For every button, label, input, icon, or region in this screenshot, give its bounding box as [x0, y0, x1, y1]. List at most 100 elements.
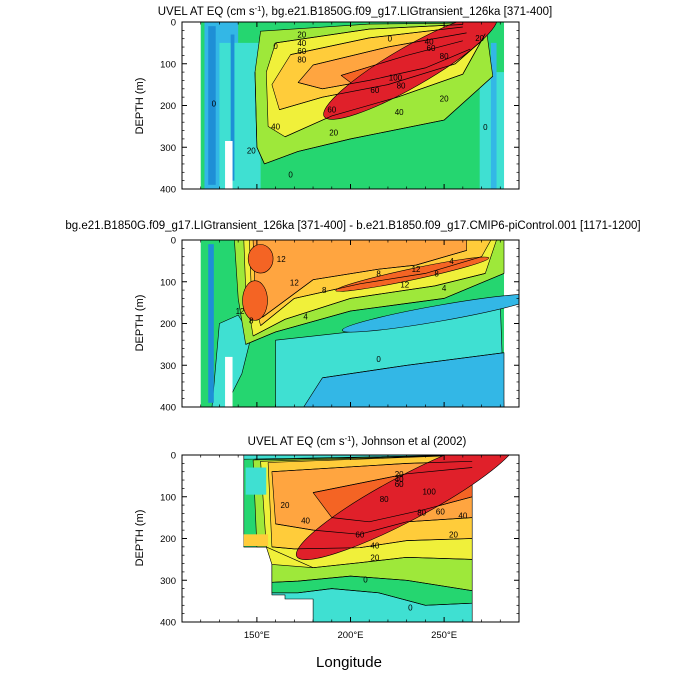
panel-3-x-tick-label: 150°E — [244, 630, 270, 641]
panel-1-y-tick-label: 300 — [160, 143, 176, 154]
panel-3-contour-label: 100 — [422, 488, 436, 497]
panel-2: bg.e21.B1850G.f09_g17.LIGtransient_126ka… — [65, 220, 640, 414]
panel-1-contour-label: 40 — [271, 122, 280, 131]
panel-2-contour-line-15 — [260, 256, 482, 326]
panel-2-contour-line-14 — [252, 273, 486, 337]
panel-1-contour-line-18 — [284, 33, 486, 138]
x-axis-label: Longitude — [316, 654, 382, 671]
panel-1-y-tick-label: 0 — [171, 18, 176, 29]
panel-3-y-label: DEPTH (m) — [134, 510, 146, 567]
panel-2-contour-band-13 — [242, 280, 268, 321]
panel-3-contour-label: 60 — [436, 507, 445, 516]
panel-1-contour-label: 80 — [397, 81, 406, 90]
panel-2-contour-label: 8 — [249, 317, 254, 326]
panel-2-contour-label: 12 — [290, 279, 299, 288]
panel-2-contour-label: 8 — [376, 269, 381, 278]
panel-3-contour-line-11 — [271, 460, 473, 473]
panel-3-contour-label: 80 — [417, 509, 426, 518]
panel-1-contour-line-19 — [279, 40, 482, 111]
panel-1-contour-label: 40 — [425, 38, 434, 47]
panel-3-x-tick-label: 200°E — [338, 630, 364, 641]
panel-2-contour-band-3 — [341, 293, 519, 333]
panel-1-contour-label: 40 — [297, 39, 306, 48]
panel-2-contour-label: 8 — [322, 286, 327, 295]
panel-1-contour-label: 20 — [297, 31, 306, 40]
panel-1-contour-band-13 — [323, 22, 498, 120]
panel-2-contour-label: 8 — [434, 269, 439, 278]
panel-1-contour-band-4 — [230, 34, 235, 181]
panel-3-contour-label: 40 — [370, 542, 379, 551]
panel-3-y-tick-label: 100 — [160, 492, 176, 503]
panel-1-contour-band-7 — [490, 42, 497, 189]
panel-1-contour-label: 60 — [370, 86, 379, 95]
panel-1-contour-line-15 — [290, 26, 463, 55]
panel-3-contour-label: 20 — [370, 553, 379, 562]
panel-3-contour-line-16 — [271, 575, 473, 592]
panel-1-contour-label: 60 — [327, 106, 336, 115]
panel-1-contour-label: 20 — [475, 34, 484, 43]
panel-1-contour-label: 20 — [440, 94, 449, 103]
panel-1-contour-band-5 — [225, 140, 233, 189]
panel-2-contour-label: 12 — [277, 255, 286, 264]
panel-1-contour-label: 20 — [247, 147, 256, 156]
panel-1-contour-label: 20 — [329, 129, 338, 138]
panel-3-contour-label: 60 — [355, 530, 364, 539]
panel-2-contour-label: 0 — [376, 355, 381, 364]
panel-1-contour-label: 0 — [388, 35, 393, 44]
panel-2-axes: 0 100 200 300 400 — [160, 236, 520, 414]
panel-2-y-tick-label: 300 — [160, 361, 176, 372]
panel-1-contour-label: 100 — [389, 74, 403, 83]
panel-3: UVEL AT EQ (cm s-1), Johnson et al (2002… — [134, 434, 520, 641]
panel-2-contour-line-17 — [245, 273, 505, 345]
panel-3-contour-band-7 — [295, 455, 518, 560]
panel-2-contour-label: 4 — [442, 284, 447, 293]
panel-2-contour-band-12 — [247, 244, 274, 274]
panel-2-contour-label: 4 — [303, 312, 308, 321]
panel-1-y-label: DEPTH (m) — [134, 78, 146, 135]
panel-1-contour-label: 80 — [297, 56, 306, 65]
panel-2-contour-band-6 — [225, 356, 233, 407]
panel-1-contour-line-21 — [264, 76, 494, 165]
panel-3-contour-label: 20 — [281, 501, 290, 510]
panel-3-title: UVEL AT EQ (cm s-1), Johnson et al (2002… — [248, 434, 467, 448]
panel-3-contour-label: 0 — [363, 575, 368, 584]
panel-3-y-tick-label: 300 — [160, 576, 176, 587]
panel-3-contour-label: 0 — [408, 603, 413, 612]
panel-1-y-tick-label: 100 — [160, 59, 176, 70]
panel-2-y-tick-label: 400 — [160, 403, 176, 414]
panel-3-contour-line-15 — [266, 546, 473, 569]
panel-2-contour-line-18 — [322, 352, 505, 379]
panel-2-contour-line-16 — [262, 250, 467, 318]
panel-3-contour-line-14 — [271, 538, 473, 550]
panel-3-contour-band-9 — [243, 534, 269, 547]
panel-3-contour-line-13 — [275, 517, 473, 535]
panel-3-contour-line-17 — [271, 588, 473, 606]
panel-1-y-tick-label: 200 — [160, 101, 176, 112]
panel-2-title: bg.e21.B1850G.f09_g17.LIGtransient_126ka… — [65, 220, 640, 232]
panel-3-contour-label: 20 — [449, 530, 458, 539]
panel-1-contour-line-22 — [254, 72, 265, 165]
panel-1-contour-label: 40 — [395, 108, 404, 117]
panel-1-contour-line-16 — [313, 32, 467, 66]
panel-2-y-tick-label: 0 — [171, 236, 176, 247]
panel-3-contour-label: 40 — [458, 512, 467, 521]
panel-3-y-tick-label: 200 — [160, 534, 176, 545]
panel-3-y-tick-label: 400 — [160, 618, 176, 629]
panel-2-contour-band-5 — [208, 244, 214, 403]
panel-1-contour-label: 60 — [427, 44, 436, 53]
panel-1-contour-line-17 — [340, 40, 463, 76]
panel-1-contour-line-20 — [298, 48, 471, 90]
panel-1-contour-band-3 — [208, 26, 216, 185]
panel-1-contour-label: 80 — [440, 52, 449, 61]
panel-3-contour-label: 40 — [301, 517, 310, 526]
panel-3-contour-band-8 — [245, 467, 267, 495]
panel-1-contour-line-14 — [275, 24, 463, 44]
panel-1: UVEL AT EQ (cm s-1), bg.e21.B1850G.f09_g… — [134, 4, 552, 196]
panel-2-y-label: DEPTH (m) — [134, 295, 146, 352]
panel-3-x-tick-label: 250°E — [431, 630, 457, 641]
